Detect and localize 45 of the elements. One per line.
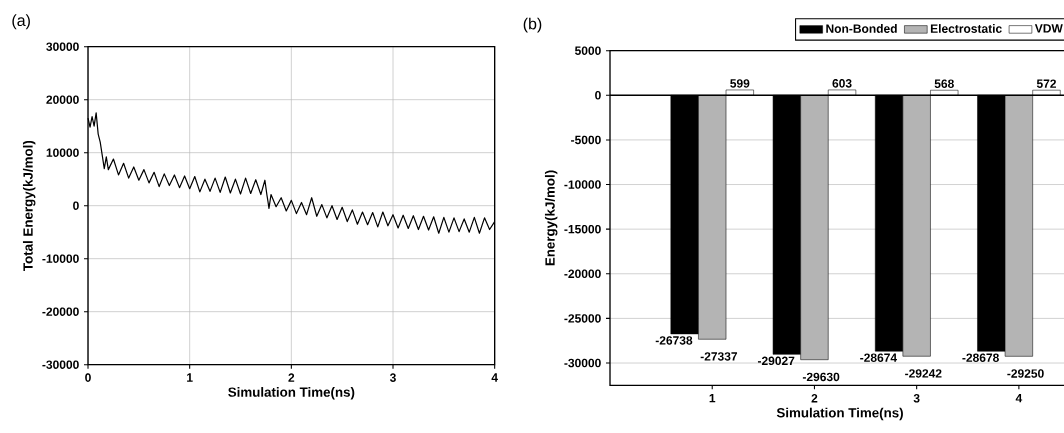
data-label: 603 bbox=[832, 78, 852, 88]
x-tick-label: 3 bbox=[389, 373, 396, 382]
legend-label: VDW bbox=[1034, 24, 1063, 33]
y-tick-label: -10000 bbox=[42, 254, 79, 263]
x-tick-label: 2 bbox=[288, 373, 295, 382]
y-tick-label: 30000 bbox=[46, 42, 79, 51]
data-label: -28674 bbox=[860, 353, 898, 362]
x-axis-title: Simulation Time(ns) bbox=[228, 386, 355, 400]
legend-label: Electrostatic bbox=[930, 23, 1002, 33]
data-label: -29027 bbox=[757, 356, 795, 365]
data-label: -27337 bbox=[700, 352, 738, 361]
x-tick-label: 1 bbox=[709, 393, 716, 403]
data-label: -26738 bbox=[655, 336, 693, 345]
y-tick-label: -20000 bbox=[42, 307, 79, 316]
x-tick-label: 4 bbox=[1015, 393, 1023, 403]
data-label: -28678 bbox=[962, 353, 999, 362]
x-tick-label: 0 bbox=[85, 373, 91, 382]
y-tick-label: 20000 bbox=[46, 95, 79, 104]
y-tick-label: -30000 bbox=[564, 358, 601, 368]
data-label: 572 bbox=[1036, 79, 1057, 88]
x-tick-label: 3 bbox=[913, 393, 920, 403]
data-label: -29242 bbox=[905, 369, 942, 378]
y-tick-label: 0 bbox=[595, 90, 601, 100]
legend-label: Non-Bonded bbox=[826, 23, 897, 33]
x-tick-label: 1 bbox=[187, 373, 193, 382]
x-tick-label: 2 bbox=[811, 393, 818, 403]
y-axis-title: Energy(kJ/mol) bbox=[544, 170, 558, 266]
x-tick-label: 4 bbox=[491, 373, 498, 382]
x-axis-title: Simulation Time(ns) bbox=[776, 407, 903, 420]
y-tick-label: -10000 bbox=[564, 180, 601, 189]
y-tick-label: -5000 bbox=[571, 135, 601, 145]
y-tick-label: -20000 bbox=[564, 269, 601, 278]
data-label: -29630 bbox=[802, 372, 840, 381]
y-tick-label: 0 bbox=[73, 201, 79, 210]
data-label: 568 bbox=[934, 79, 954, 88]
y-tick-label: 10000 bbox=[46, 148, 79, 157]
y-axis-title: Total Energy(kJ/mol) bbox=[22, 140, 36, 271]
y-tick-label: 5000 bbox=[574, 46, 601, 55]
chart-title: (b) bbox=[523, 17, 542, 33]
y-tick-label: -30000 bbox=[42, 360, 79, 369]
y-tick-label: -25000 bbox=[564, 313, 601, 323]
chart-title: (a) bbox=[12, 14, 30, 30]
data-label: 599 bbox=[730, 79, 750, 88]
data-label: -29250 bbox=[1007, 369, 1044, 378]
y-tick-label: -15000 bbox=[564, 224, 601, 234]
